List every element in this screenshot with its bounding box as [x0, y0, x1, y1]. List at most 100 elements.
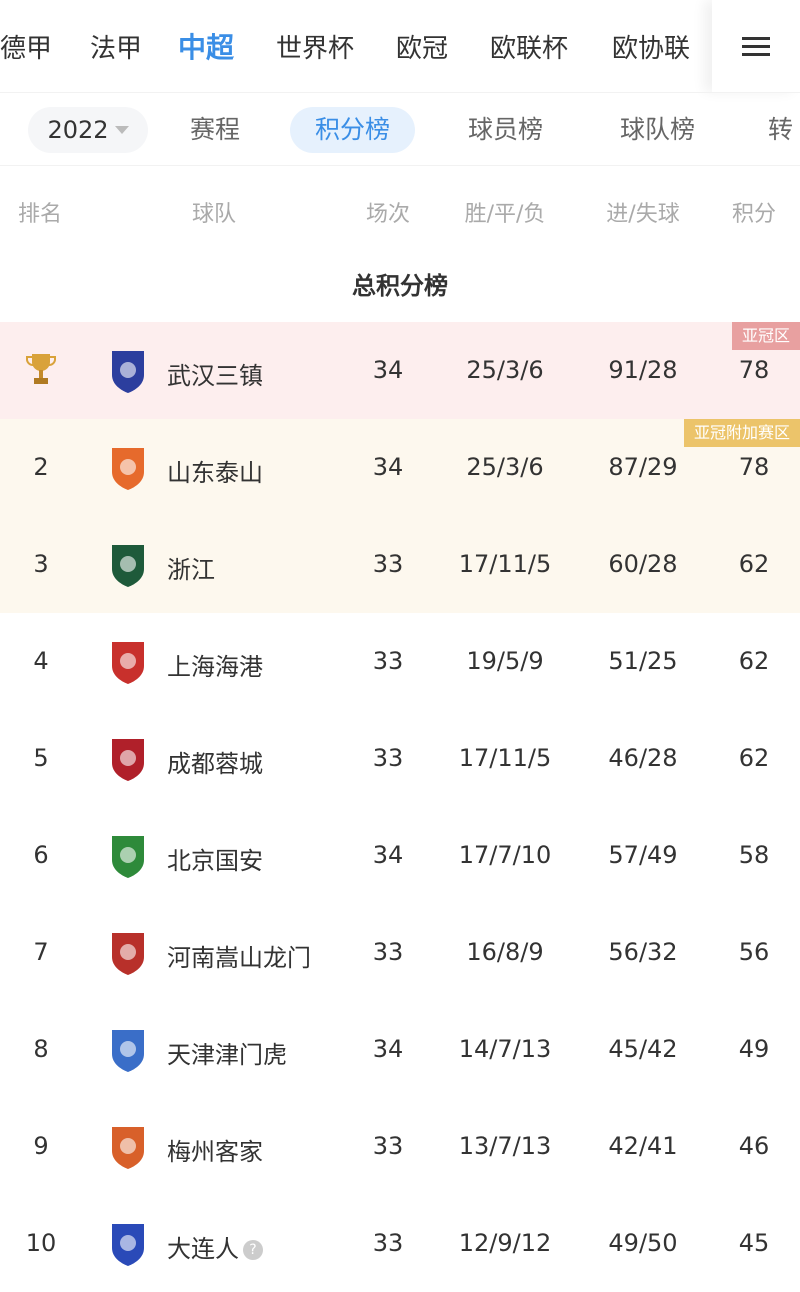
played: 34 — [372, 841, 404, 869]
team-name-text: 北京国安 — [167, 847, 263, 875]
team-logo — [108, 348, 148, 394]
goals: 91/28 — [608, 356, 678, 384]
goals: 42/41 — [608, 1132, 678, 1160]
team-name-text: 山东泰山 — [167, 459, 263, 487]
wdl: 25/3/6 — [466, 356, 544, 384]
team-logo — [108, 445, 148, 491]
table-row[interactable]: 2 山东泰山 34 25/3/6 87/29 78 亚冠附加赛区 — [0, 419, 800, 516]
team-logo — [108, 736, 148, 782]
points: 56 — [738, 938, 770, 966]
year-selector[interactable]: 2022 — [28, 107, 148, 153]
team-logo — [108, 639, 148, 685]
table-row[interactable]: 7 河南嵩山龙门 33 16/8/9 56/32 56 — [0, 904, 800, 1001]
zone-label: 亚冠区 — [731, 322, 800, 350]
table-row[interactable]: 10 大连人? 33 12/9/12 49/50 45 — [0, 1195, 800, 1292]
sub-tab[interactable]: 转 — [768, 115, 794, 144]
table-row[interactable]: 4 上海海港 33 19/5/9 51/25 62 — [0, 613, 800, 710]
league-tab[interactable]: 法甲 — [90, 34, 143, 64]
header-wdl: 胜/平/负 — [464, 202, 546, 227]
rank: 6 — [33, 841, 49, 869]
goals: 87/29 — [608, 453, 678, 481]
team-name-text: 浙江 — [167, 556, 215, 584]
sub-nav: 2022 赛程 积分榜 球员榜 球队榜 转 — [0, 92, 800, 166]
team-name[interactable]: 山东泰山 — [167, 453, 263, 488]
points: 78 — [738, 356, 770, 384]
goals: 49/50 — [608, 1229, 678, 1257]
points: 62 — [738, 744, 770, 772]
rank: 3 — [33, 550, 49, 578]
wdl: 19/5/9 — [466, 647, 544, 675]
team-name-text: 梅州客家 — [167, 1138, 263, 1166]
goals: 60/28 — [608, 550, 678, 578]
table-row[interactable]: 武汉三镇 34 25/3/6 91/28 78 亚冠区 — [0, 322, 800, 419]
question-icon[interactable]: ? — [243, 1240, 263, 1260]
team-name-text: 上海海港 — [167, 653, 263, 681]
league-tab[interactable]: 欧冠 — [396, 34, 449, 64]
league-tab[interactable]: 德甲 — [0, 34, 53, 64]
played: 33 — [372, 1132, 404, 1160]
table-row[interactable]: 8 天津津门虎 34 14/7/13 45/42 49 — [0, 1001, 800, 1098]
hamburger-menu-icon[interactable] — [712, 0, 800, 92]
rank: 4 — [33, 647, 49, 675]
wdl: 14/7/13 — [458, 1035, 552, 1063]
team-name[interactable]: 上海海港 — [167, 647, 263, 682]
table-row[interactable]: 6 北京国安 34 17/7/10 57/49 58 — [0, 807, 800, 904]
wdl: 13/7/13 — [458, 1132, 552, 1160]
team-name-text: 河南嵩山龙门 — [167, 944, 311, 972]
goals: 57/49 — [608, 841, 678, 869]
header-played: 场次 — [365, 202, 411, 227]
rank: 7 — [33, 938, 49, 966]
wdl: 17/7/10 — [458, 841, 552, 869]
points: 46 — [738, 1132, 770, 1160]
points: 58 — [738, 841, 770, 869]
sub-tab[interactable]: 球员榜 — [468, 115, 544, 144]
team-name[interactable]: 大连人? — [167, 1229, 263, 1264]
header-rank: 排名 — [18, 202, 63, 227]
goals: 45/42 — [608, 1035, 678, 1063]
played: 33 — [372, 647, 404, 675]
sub-tab[interactable]: 积分榜 — [290, 107, 416, 153]
wdl: 17/11/5 — [458, 744, 552, 772]
league-tab[interactable]: 世界杯 — [276, 34, 355, 64]
team-name[interactable]: 北京国安 — [167, 841, 263, 876]
team-name[interactable]: 河南嵩山龙门 — [167, 938, 311, 973]
played: 33 — [372, 550, 404, 578]
played: 33 — [372, 938, 404, 966]
points: 62 — [738, 647, 770, 675]
wdl: 16/8/9 — [466, 938, 544, 966]
team-name[interactable]: 天津津门虎 — [167, 1035, 287, 1070]
team-name[interactable]: 浙江 — [167, 550, 215, 585]
team-name-text: 天津津门虎 — [167, 1041, 287, 1069]
team-logo — [108, 930, 148, 976]
team-logo — [108, 1124, 148, 1170]
points: 62 — [738, 550, 770, 578]
team-name[interactable]: 梅州客家 — [167, 1132, 263, 1167]
league-tab[interactable]: 欧协联 — [612, 34, 691, 64]
league-tab[interactable]: 欧联杯 — [490, 34, 569, 64]
rank: 2 — [33, 453, 49, 481]
section-title: 总积分榜 — [352, 272, 448, 300]
goals: 56/32 — [608, 938, 678, 966]
goals: 51/25 — [608, 647, 678, 675]
team-name-text: 武汉三镇 — [167, 362, 263, 390]
played: 33 — [372, 744, 404, 772]
header-goals: 进/失球 — [606, 202, 680, 227]
sub-tab[interactable]: 赛程 — [190, 115, 241, 144]
points: 49 — [738, 1035, 770, 1063]
table-header: 排名 球队 场次 胜/平/负 进/失球 积分 — [0, 166, 800, 248]
table-row[interactable]: 5 成都蓉城 33 17/11/5 46/28 62 — [0, 710, 800, 807]
year-value: 2022 — [47, 116, 109, 144]
points: 78 — [738, 453, 770, 481]
team-name-text: 大连人 — [167, 1235, 239, 1263]
league-tab[interactable]: 中超 — [178, 31, 235, 64]
team-name[interactable]: 成都蓉城 — [167, 744, 263, 779]
sub-tab[interactable]: 球队榜 — [620, 115, 696, 144]
zone-label: 亚冠附加赛区 — [683, 419, 800, 447]
team-name[interactable]: 武汉三镇 — [167, 356, 263, 391]
table-row[interactable]: 3 浙江 33 17/11/5 60/28 62 — [0, 516, 800, 613]
rank: 5 — [33, 744, 49, 772]
team-logo — [108, 1221, 148, 1267]
table-row[interactable]: 9 梅州客家 33 13/7/13 42/41 46 — [0, 1098, 800, 1195]
trophy-icon — [26, 352, 56, 392]
played: 34 — [372, 1035, 404, 1063]
